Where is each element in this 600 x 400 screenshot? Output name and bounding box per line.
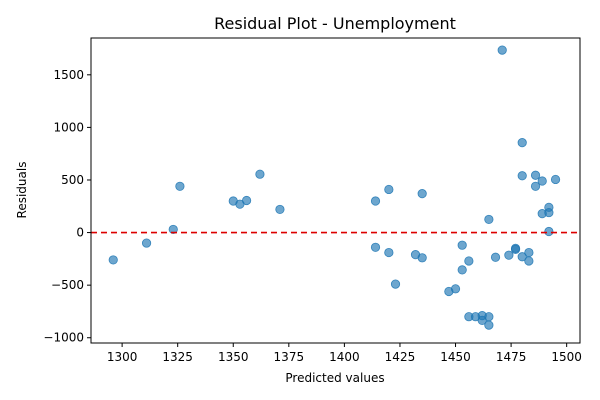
data-point: [504, 250, 514, 260]
data-point: [517, 252, 527, 262]
data-point: [524, 256, 534, 266]
data-point: [450, 284, 461, 294]
data-point: [417, 253, 427, 263]
y-tick-label: 1500: [53, 68, 84, 82]
data-point: [530, 170, 541, 180]
y-tick-label: −500: [51, 278, 84, 292]
data-point: [390, 279, 401, 289]
data-point: [141, 238, 152, 248]
y-tick-label: 0: [76, 226, 84, 240]
x-tick-label: 1500: [551, 350, 582, 364]
x-axis: 1300 1325 1350 1375 1400 1425 1450 1475 1500: [107, 343, 582, 364]
data-point: [550, 174, 561, 185]
data-point: [490, 252, 501, 262]
x-tick-label: 1400: [329, 350, 360, 364]
points-layer: [108, 45, 561, 330]
data-point: [417, 189, 427, 199]
data-point: [457, 265, 467, 275]
y-axis-label: Residuals: [15, 162, 29, 219]
data-point: [537, 176, 547, 186]
x-tick-label: 1375: [274, 350, 305, 364]
x-tick-label: 1475: [496, 350, 527, 364]
data-point: [457, 240, 467, 250]
data-point: [484, 320, 494, 330]
data-point: [530, 181, 541, 191]
y-tick-label: −1000: [43, 331, 84, 345]
data-point: [384, 184, 394, 195]
data-point: [175, 181, 185, 191]
x-tick-label: 1350: [218, 350, 249, 364]
data-point: [484, 214, 494, 225]
x-tick-label: 1425: [385, 350, 416, 364]
data-point: [255, 169, 265, 179]
data-point: [370, 196, 381, 206]
plot-frame: [90, 37, 581, 344]
x-tick-label: 1300: [107, 350, 138, 364]
y-tick-label: 500: [61, 173, 84, 187]
x-axis-label: Predicted values: [285, 371, 384, 385]
data-point: [517, 138, 527, 148]
data-point: [241, 195, 252, 206]
data-point: [275, 204, 285, 215]
data-point: [484, 312, 494, 322]
chart-title: Residual Plot - Unemployment: [214, 14, 456, 33]
data-point: [464, 256, 474, 266]
plot-area: [90, 37, 581, 344]
data-point: [524, 247, 534, 258]
data-point: [544, 207, 554, 218]
data-point: [510, 244, 521, 254]
data-point: [544, 226, 554, 237]
data-point: [168, 224, 178, 235]
data-point: [370, 242, 381, 252]
data-point: [497, 45, 507, 55]
data-point: [108, 255, 118, 265]
y-tick-label: 1000: [53, 120, 84, 134]
y-axis: −1000 −500 0 500 1000 1500: [43, 68, 91, 345]
x-tick-label: 1325: [162, 350, 193, 364]
x-tick-label: 1450: [440, 350, 471, 364]
data-point: [384, 247, 394, 258]
data-point: [517, 171, 527, 181]
